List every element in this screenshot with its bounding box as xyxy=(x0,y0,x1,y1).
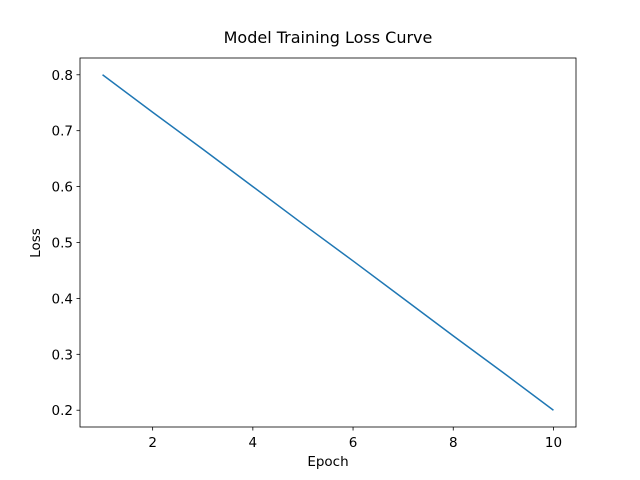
line-series xyxy=(102,74,554,411)
y-tick-label: 0.5 xyxy=(52,236,73,252)
chart-title: Model Training Loss Curve xyxy=(224,28,433,47)
y-tick-label: 0.8 xyxy=(52,68,73,84)
y-tick-label: 0.3 xyxy=(52,347,73,363)
x-tick-label: 10 xyxy=(545,435,562,451)
y-tick-label: 0.7 xyxy=(52,124,73,140)
y-tick-label: 0.6 xyxy=(52,180,73,196)
y-tick-label: 0.4 xyxy=(52,291,73,307)
y-axis-label: Loss xyxy=(28,228,44,258)
y-tick-label: 0.2 xyxy=(52,403,73,419)
x-tick-label: 2 xyxy=(148,435,157,451)
x-tick-label: 4 xyxy=(249,435,258,451)
x-tick-label: 8 xyxy=(449,435,458,451)
x-axis-label: Epoch xyxy=(307,454,348,470)
x-tick-label: 6 xyxy=(349,435,358,451)
